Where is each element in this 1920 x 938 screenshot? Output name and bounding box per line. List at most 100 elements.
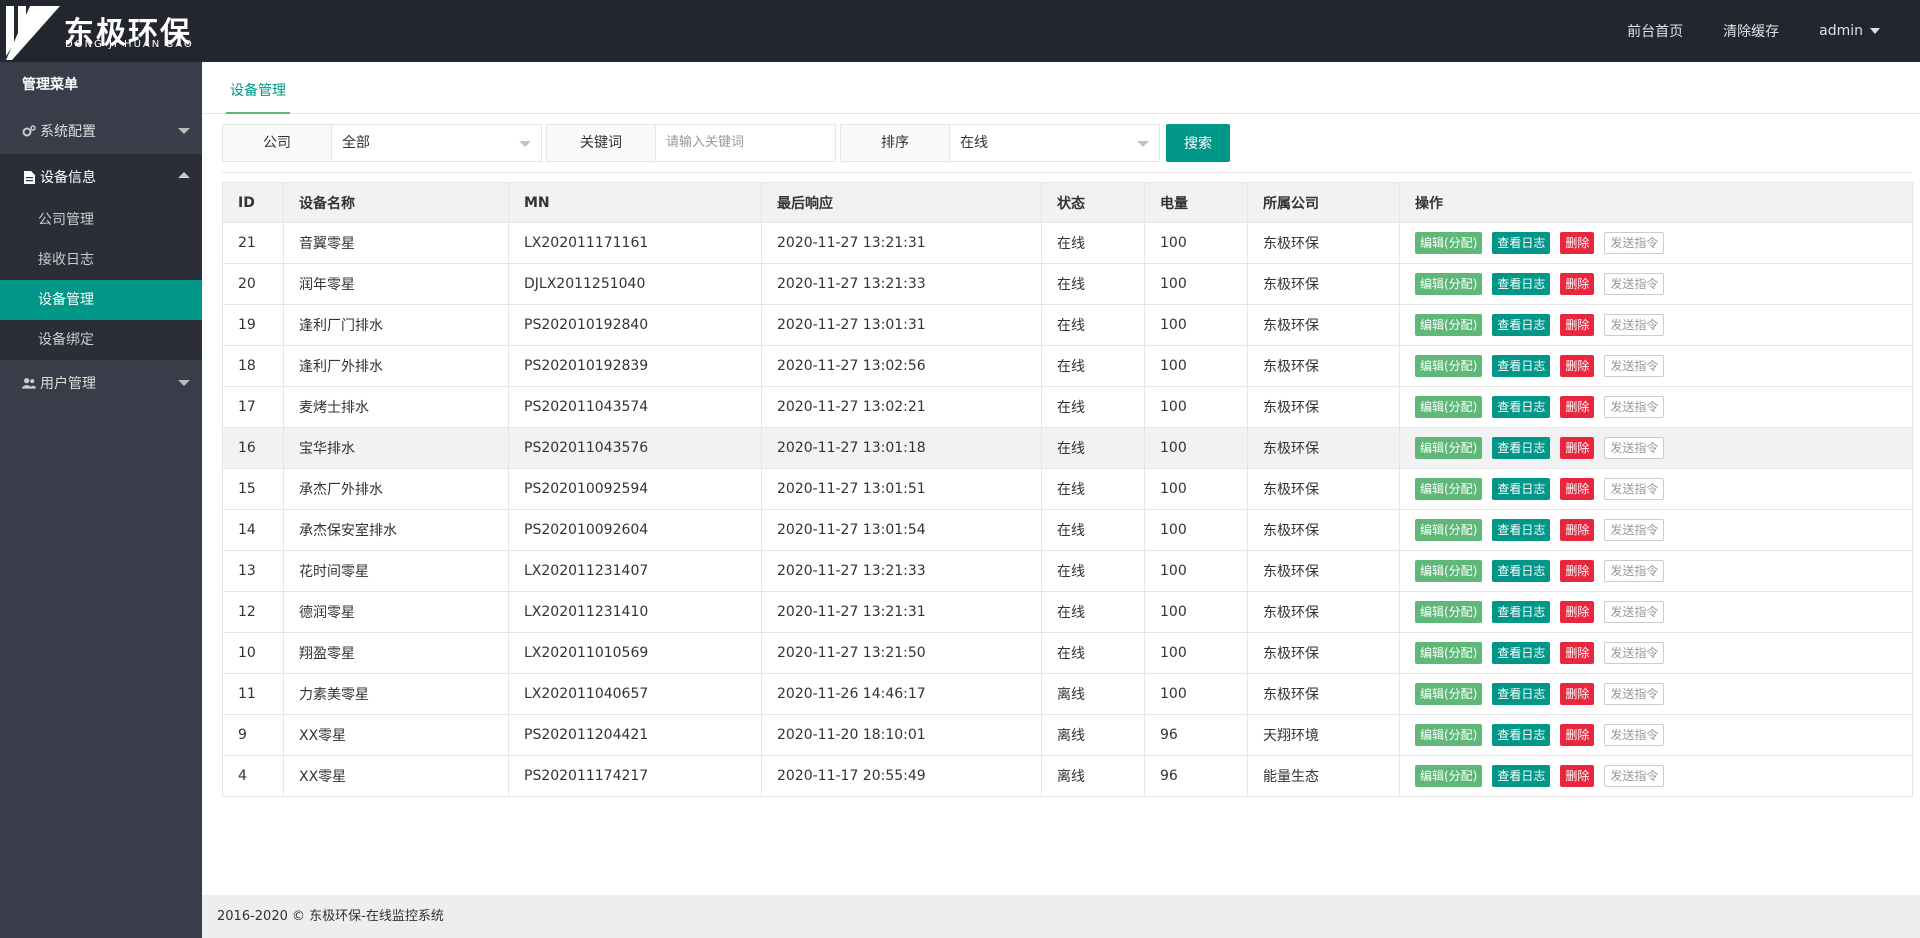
cell-device-name: 德润零星 bbox=[283, 591, 509, 633]
table-row[interactable]: 17 麦烤士排水 PS202011043574 2020-11-27 13:02:21… bbox=[222, 386, 1913, 428]
keyword-input[interactable]: 请输入关键词 bbox=[656, 124, 836, 162]
send-command-button[interactable]: 发送指令 bbox=[1604, 765, 1665, 787]
sidebar-group-system-config[interactable]: 系统配置 bbox=[0, 108, 202, 154]
view-log-button[interactable]: 查看日志 bbox=[1492, 478, 1551, 500]
send-command-button[interactable]: 发送指令 bbox=[1604, 355, 1665, 377]
edit-button[interactable]: 编辑(分配) bbox=[1415, 683, 1483, 705]
send-command-button[interactable]: 发送指令 bbox=[1604, 232, 1665, 254]
nav-clear-cache-link[interactable]: 清除缓存 bbox=[1723, 24, 1780, 40]
table-row[interactable]: 13 花时间零星 LX202011231407 2020-11-27 13:21:33… bbox=[222, 550, 1913, 592]
delete-button[interactable]: 删除 bbox=[1560, 314, 1595, 336]
delete-button[interactable]: 删除 bbox=[1560, 519, 1595, 541]
col-header-name[interactable]: 设备名称 bbox=[283, 182, 509, 223]
delete-button[interactable]: 删除 bbox=[1560, 601, 1595, 623]
view-log-button[interactable]: 查看日志 bbox=[1492, 437, 1551, 459]
send-command-button[interactable]: 发送指令 bbox=[1604, 314, 1665, 336]
col-header-battery[interactable]: 电量 bbox=[1144, 182, 1248, 223]
user-menu[interactable]: admin bbox=[1819, 23, 1880, 39]
table-row[interactable]: 12 德润零星 LX202011231410 2020-11-27 13:21:31 在… bbox=[222, 591, 1913, 633]
send-command-button[interactable]: 发送指令 bbox=[1604, 396, 1665, 418]
edit-button[interactable]: 编辑(分配) bbox=[1415, 560, 1483, 582]
send-command-button[interactable]: 发送指令 bbox=[1604, 560, 1665, 582]
logo[interactable]: 东极环保 DONG JI HUAN BAO bbox=[0, 0, 200, 62]
edit-button[interactable]: 编辑(分配) bbox=[1415, 724, 1483, 746]
table-row[interactable]: 9 XX零星 PS202011204421 2020-11-20 18:10:01 离线… bbox=[222, 714, 1913, 756]
send-command-button[interactable]: 发送指令 bbox=[1604, 683, 1665, 705]
edit-button[interactable]: 编辑(分配) bbox=[1415, 396, 1483, 418]
send-command-button[interactable]: 发送指令 bbox=[1604, 601, 1665, 623]
col-header-company[interactable]: 所属公司 bbox=[1247, 182, 1400, 223]
view-log-button[interactable]: 查看日志 bbox=[1492, 683, 1551, 705]
delete-button[interactable]: 删除 bbox=[1560, 355, 1595, 377]
sort-select[interactable]: 在线 bbox=[950, 124, 1160, 162]
view-log-button[interactable]: 查看日志 bbox=[1492, 273, 1551, 295]
table-row[interactable]: 19 逢利厂门排水 PS202010192840 2020-11-27 13:01:3… bbox=[222, 304, 1913, 346]
table-row[interactable]: 21 音翼零星 LX202011171161 2020-11-27 13:21:31 在… bbox=[222, 222, 1913, 264]
chevron-up-icon bbox=[178, 172, 190, 178]
sidebar-item-device-bind[interactable]: 设备绑定 bbox=[38, 332, 94, 348]
delete-button[interactable]: 删除 bbox=[1560, 478, 1595, 500]
table-row[interactable]: 14 承杰保安室排水 PS202010092604 2020-11-27 13:01:… bbox=[222, 509, 1913, 551]
view-log-button[interactable]: 查看日志 bbox=[1492, 560, 1551, 582]
cell-battery: 100 bbox=[1144, 304, 1248, 346]
col-header-id[interactable]: ID bbox=[222, 182, 284, 223]
sidebar-item-company[interactable]: 公司管理 bbox=[38, 212, 94, 228]
delete-button[interactable]: 删除 bbox=[1560, 560, 1595, 582]
table-row[interactable]: 11 力素美零星 LX202011040657 2020-11-26 14:46:17… bbox=[222, 673, 1913, 715]
edit-button[interactable]: 编辑(分配) bbox=[1415, 642, 1483, 664]
edit-button[interactable]: 编辑(分配) bbox=[1415, 765, 1483, 787]
send-command-button[interactable]: 发送指令 bbox=[1604, 478, 1665, 500]
col-header-last-response[interactable]: 最后响应 bbox=[761, 182, 1042, 223]
delete-button[interactable]: 删除 bbox=[1560, 683, 1595, 705]
edit-button[interactable]: 编辑(分配) bbox=[1415, 273, 1483, 295]
send-command-button[interactable]: 发送指令 bbox=[1604, 519, 1665, 541]
delete-button[interactable]: 删除 bbox=[1560, 273, 1595, 295]
sidebar-title: 管理菜单 bbox=[0, 62, 202, 108]
table-row[interactable]: 16 宝华排水 PS202011043576 2020-11-27 13:01:18 在… bbox=[222, 427, 1913, 469]
col-header-status[interactable]: 状态 bbox=[1041, 182, 1145, 223]
delete-button[interactable]: 删除 bbox=[1560, 765, 1595, 787]
sidebar-item-device-manage[interactable]: 设备管理 bbox=[0, 280, 202, 320]
table-row[interactable]: 4 XX零星 PS202011174217 2020-11-17 20:55:49 离线… bbox=[222, 755, 1913, 797]
delete-button[interactable]: 删除 bbox=[1560, 724, 1595, 746]
edit-button[interactable]: 编辑(分配) bbox=[1415, 478, 1483, 500]
delete-button[interactable]: 删除 bbox=[1560, 437, 1595, 459]
col-header-mn[interactable]: MN bbox=[508, 182, 762, 223]
edit-button[interactable]: 编辑(分配) bbox=[1415, 314, 1483, 336]
view-log-button[interactable]: 查看日志 bbox=[1492, 355, 1551, 377]
cell-mn: PS202011204421 bbox=[508, 714, 762, 756]
view-log-button[interactable]: 查看日志 bbox=[1492, 232, 1551, 254]
view-log-button[interactable]: 查看日志 bbox=[1492, 314, 1551, 336]
table-row[interactable]: 10 翔盈零星 LX202011010569 2020-11-27 13:21:50 在… bbox=[222, 632, 1913, 674]
edit-button[interactable]: 编辑(分配) bbox=[1415, 519, 1483, 541]
edit-button[interactable]: 编辑(分配) bbox=[1415, 355, 1483, 377]
sidebar-group-device-info[interactable]: 设备信息 bbox=[0, 154, 202, 200]
company-select[interactable]: 全部 bbox=[332, 124, 542, 162]
send-command-button[interactable]: 发送指令 bbox=[1604, 273, 1665, 295]
cell-mn: PS202011043576 bbox=[508, 427, 762, 469]
sort-select-value: 在线 bbox=[960, 135, 988, 151]
view-log-button[interactable]: 查看日志 bbox=[1492, 519, 1551, 541]
edit-button[interactable]: 编辑(分配) bbox=[1415, 232, 1483, 254]
sidebar-group-user-manage[interactable]: 用户管理 bbox=[0, 360, 202, 406]
edit-button[interactable]: 编辑(分配) bbox=[1415, 437, 1483, 459]
table-row[interactable]: 15 承杰厂外排水 PS202010092594 2020-11-27 13:01:5… bbox=[222, 468, 1913, 510]
sidebar-item-receive-log[interactable]: 接收日志 bbox=[38, 252, 94, 268]
delete-button[interactable]: 删除 bbox=[1560, 642, 1595, 664]
view-log-button[interactable]: 查看日志 bbox=[1492, 601, 1551, 623]
tab-device-manage[interactable]: 设备管理 bbox=[226, 78, 290, 114]
send-command-button[interactable]: 发送指令 bbox=[1604, 724, 1665, 746]
table-row[interactable]: 20 润年零星 DJLX2011251040 2020-11-27 13:21:33 在… bbox=[222, 263, 1913, 305]
send-command-button[interactable]: 发送指令 bbox=[1604, 642, 1665, 664]
delete-button[interactable]: 删除 bbox=[1560, 396, 1595, 418]
view-log-button[interactable]: 查看日志 bbox=[1492, 724, 1551, 746]
send-command-button[interactable]: 发送指令 bbox=[1604, 437, 1665, 459]
view-log-button[interactable]: 查看日志 bbox=[1492, 765, 1551, 787]
nav-home-link[interactable]: 前台首页 bbox=[1627, 24, 1684, 40]
view-log-button[interactable]: 查看日志 bbox=[1492, 642, 1551, 664]
edit-button[interactable]: 编辑(分配) bbox=[1415, 601, 1483, 623]
table-row[interactable]: 18 逢利厂外排水 PS202010192839 2020-11-27 13:02:5… bbox=[222, 345, 1913, 387]
search-button[interactable]: 搜索 bbox=[1166, 124, 1230, 162]
view-log-button[interactable]: 查看日志 bbox=[1492, 396, 1551, 418]
delete-button[interactable]: 删除 bbox=[1560, 232, 1595, 254]
